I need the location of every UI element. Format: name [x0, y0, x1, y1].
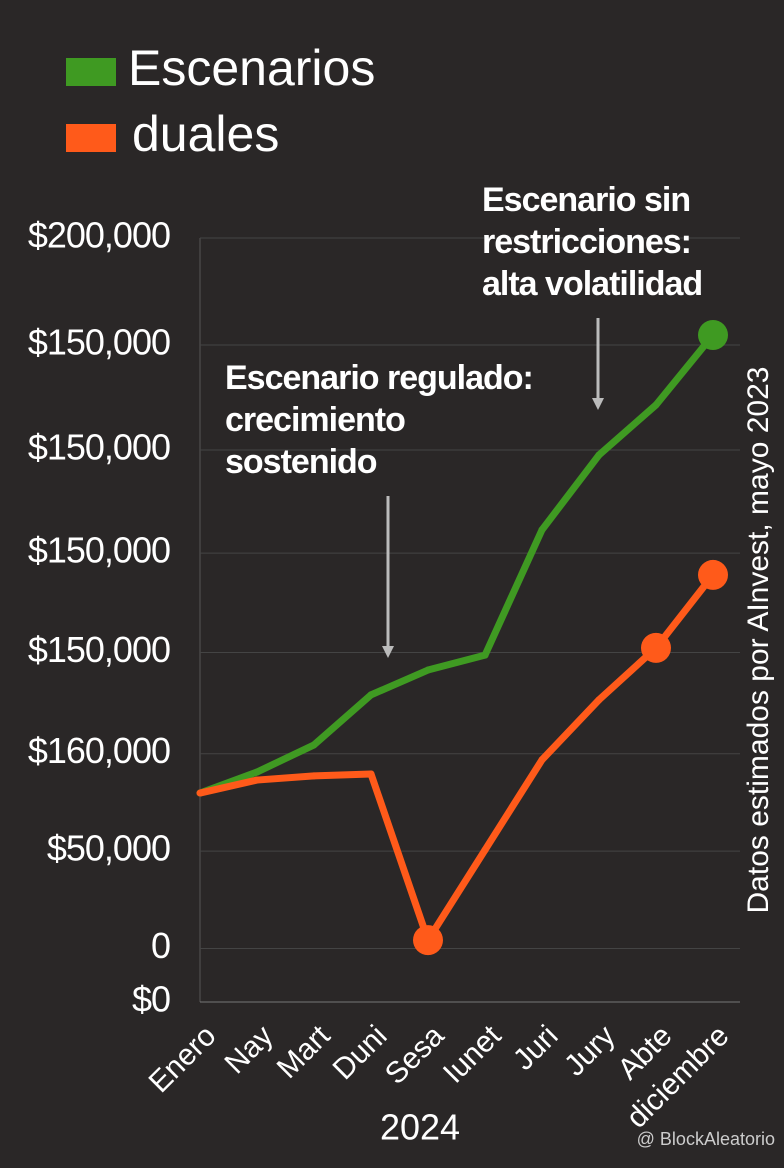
- point: [310, 772, 318, 780]
- watermark: @ BlockAleatorio: [637, 1129, 775, 1149]
- y-tick-label: $150,000: [28, 530, 170, 571]
- point: [253, 776, 261, 784]
- point: [253, 768, 261, 776]
- side-note: Datos estimados por AInvest, mayo 2023: [742, 367, 775, 914]
- annotation: Escenario sin: [482, 181, 690, 219]
- legend-label: Escenarios: [128, 40, 375, 96]
- point: [424, 666, 432, 674]
- y-tick-label: $150,000: [28, 321, 170, 362]
- annotation: crecimiento: [225, 401, 405, 439]
- legend-swatch: [66, 124, 116, 152]
- point: [310, 741, 318, 749]
- legend-swatch: [66, 58, 116, 86]
- y-tick-label: $50,000: [47, 828, 170, 869]
- point: [698, 320, 728, 351]
- annotation: restricciones:: [482, 223, 691, 261]
- point: [698, 559, 728, 590]
- x-axis-label: 2024: [380, 1107, 460, 1148]
- x-tick-label: Enero: [143, 1019, 223, 1099]
- point: [538, 526, 546, 534]
- annotation: Escenario regulado:: [225, 359, 533, 397]
- annotation-arrowhead: [382, 646, 394, 659]
- point: [595, 696, 603, 704]
- y-tick-label: $150,000: [28, 629, 170, 670]
- point: [652, 401, 660, 409]
- x-tick-label: Nay: [218, 1019, 279, 1080]
- x-tick-label: Iunet: [437, 1019, 508, 1090]
- line: [198, 332, 716, 797]
- point: [196, 789, 204, 797]
- point: [367, 691, 375, 699]
- x-tick-label: Mart: [271, 1019, 337, 1085]
- legend-label: duales: [132, 106, 279, 162]
- point: [481, 651, 489, 659]
- y-tick-label: $150,000: [28, 427, 170, 468]
- y-tick-label: $200,000: [28, 215, 170, 256]
- y-tick-label: $160,000: [28, 730, 170, 771]
- annotation: alta volatilidad: [482, 265, 702, 303]
- point: [538, 756, 546, 764]
- point: [641, 632, 671, 663]
- x-tick-label: Juri: [507, 1019, 565, 1077]
- line: [199, 572, 716, 944]
- point: [481, 846, 489, 854]
- annotation-arrowhead: [592, 397, 604, 410]
- x-tick-label: Jury: [558, 1019, 621, 1082]
- y-tick-label: 0: [151, 925, 170, 966]
- point: [367, 770, 375, 778]
- annotation: sostenido: [225, 443, 377, 481]
- y-tick-label: $0: [132, 979, 170, 1020]
- point: [595, 451, 603, 459]
- point: [413, 925, 443, 956]
- x-tick-label: Duni: [327, 1019, 394, 1086]
- x-tick-label: Sesa: [379, 1019, 451, 1091]
